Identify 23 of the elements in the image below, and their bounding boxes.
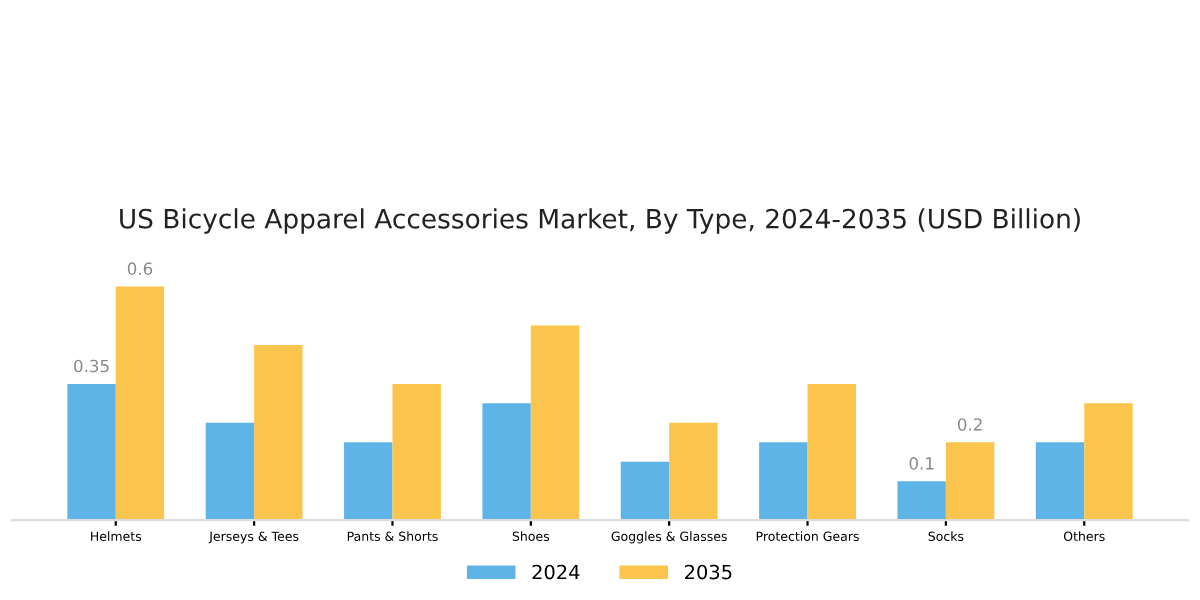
bar (807, 383, 856, 521)
bar (344, 442, 393, 521)
bar (67, 383, 116, 521)
legend-label: 2024 (532, 564, 580, 580)
bar (530, 325, 580, 521)
bar (897, 481, 946, 521)
bar (205, 422, 255, 521)
bar (1035, 442, 1085, 521)
bar (945, 442, 995, 521)
bar (392, 383, 441, 521)
data-label: 0.2 (957, 418, 982, 431)
data-label: 0.1 (909, 457, 934, 470)
bar (1084, 403, 1133, 521)
bar (482, 403, 531, 521)
chart-title: US Bicycle Apparel Accessories Market, By Type, 2024-2035 (USD Billion) (120, 208, 1080, 234)
bar (669, 422, 718, 521)
bar (759, 442, 808, 521)
legend-label: 2035 (685, 564, 732, 580)
data-label: 0.35 (74, 359, 109, 373)
bar (620, 461, 670, 521)
bar (115, 286, 165, 521)
data-label: 0.6 (127, 262, 153, 275)
bar (254, 344, 303, 521)
